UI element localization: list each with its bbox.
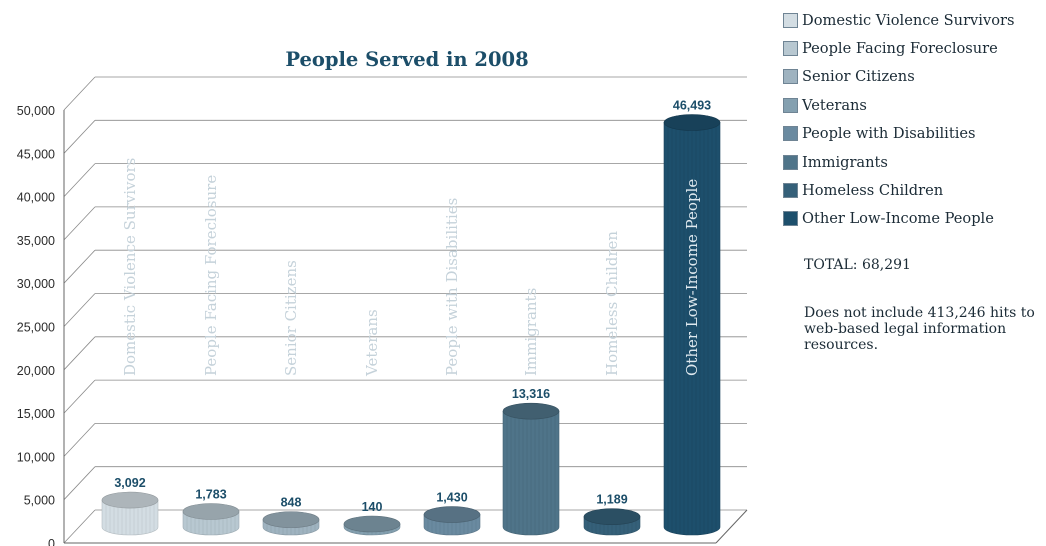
- gridline-depth: [63, 163, 96, 197]
- y-tick-label: 0: [48, 537, 55, 546]
- y-tick-label: 50,000: [17, 104, 55, 118]
- bar-top-cap: [583, 508, 641, 525]
- data-label: 1,189: [596, 493, 627, 507]
- y-tick-label: 10,000: [17, 450, 55, 464]
- floor-edge-line: [715, 509, 748, 544]
- gridline-depth: [63, 76, 96, 111]
- y-tick-label: 40,000: [17, 191, 55, 205]
- data-label: 1,783: [195, 487, 226, 501]
- gridline-depth: [63, 466, 96, 500]
- gridline-depth: [63, 509, 96, 544]
- bar-top-cap: [343, 515, 401, 533]
- total-text: TOTAL: 68,291: [804, 257, 911, 273]
- category-label: Veterans: [363, 309, 381, 377]
- legend-label: Senior Citizens: [802, 68, 915, 86]
- bar: [262, 511, 320, 536]
- legend-item: People Facing Foreclosure: [783, 34, 1045, 62]
- gridline-depth: [63, 293, 96, 327]
- legend-label: People Facing Foreclosure: [802, 40, 998, 58]
- y-tick-label: 20,000: [17, 364, 55, 378]
- bar: [502, 402, 560, 536]
- data-label: 3,092: [114, 476, 145, 490]
- legend-item: People with Disabilities: [783, 120, 1045, 148]
- legend-swatch: [783, 154, 798, 170]
- legend-swatch: [783, 12, 798, 28]
- chart-title: People Served in 2008: [285, 48, 528, 71]
- bar: [182, 503, 240, 536]
- legend-label: Veterans: [802, 96, 867, 114]
- legend-label: Homeless Children: [802, 182, 944, 200]
- data-label: 848: [281, 496, 302, 510]
- category-label: Immigrants: [522, 288, 540, 376]
- category-label: Domestic Violence Survivors: [121, 158, 139, 376]
- legend-item: Other Low-Income People: [783, 205, 1045, 233]
- legend-label: Immigrants: [802, 153, 888, 171]
- legend-swatch: [783, 69, 798, 85]
- legend-item: Veterans: [783, 91, 1045, 119]
- legend-label: Other Low-Income People: [802, 210, 994, 228]
- data-label: 46,493: [673, 99, 711, 113]
- category-label: People Facing Foreclosure: [202, 175, 220, 376]
- legend-label: People with Disabilities: [802, 125, 976, 143]
- category-label: Homeless Children: [603, 231, 621, 376]
- data-label: 1,430: [436, 491, 467, 505]
- bar: [101, 491, 159, 536]
- y-tick-label: 5,000: [24, 494, 55, 508]
- bar-top-cap: [262, 511, 320, 528]
- legend-item: Immigrants: [783, 148, 1045, 176]
- gridline-depth: [63, 423, 96, 457]
- legend-item: Domestic Violence Survivors: [783, 6, 1045, 34]
- y-tick-label: 25,000: [17, 321, 55, 335]
- category-label: Senior Citizens: [282, 260, 300, 376]
- bar-top-cap: [182, 503, 240, 520]
- legend-item: Homeless Children: [783, 176, 1045, 204]
- legend-swatch: [783, 211, 798, 227]
- gridline-depth: [63, 249, 96, 284]
- y-tick-label: 35,000: [17, 234, 55, 248]
- bar-top-cap: [502, 402, 560, 420]
- y-tick-label: 15,000: [17, 407, 55, 421]
- bar: [583, 508, 641, 536]
- category-label: People with Disabilities: [443, 198, 461, 376]
- gridline-depth: [63, 206, 96, 241]
- legend-label: Domestic Violence Survivors: [802, 11, 1015, 29]
- gridline-depth: [63, 336, 96, 371]
- y-tick-label: 30,000: [17, 277, 55, 291]
- legend-swatch: [783, 41, 798, 57]
- y-tick-label: 45,000: [17, 147, 55, 161]
- bar: [343, 515, 401, 536]
- legend-swatch: [783, 97, 798, 113]
- data-label: 140: [362, 500, 383, 514]
- bar: [663, 114, 721, 536]
- legend-swatch: [783, 126, 798, 142]
- footnote-text: Does not include 413,246 hits to web-bas…: [804, 305, 1035, 353]
- legend-swatch: [783, 183, 798, 199]
- bar-top-cap: [423, 506, 481, 523]
- legend-item: Senior Citizens: [783, 63, 1045, 91]
- category-label: Other Low-Income People: [683, 179, 701, 376]
- gridline-depth: [63, 379, 96, 414]
- bar: [423, 506, 481, 536]
- chart-legend: Domestic Violence Survivors People Facing…: [783, 6, 1045, 233]
- gridline-depth: [63, 120, 96, 154]
- bar-top-cap: [663, 114, 721, 131]
- data-label: 13,316: [512, 387, 550, 401]
- bar-top-cap: [101, 491, 159, 509]
